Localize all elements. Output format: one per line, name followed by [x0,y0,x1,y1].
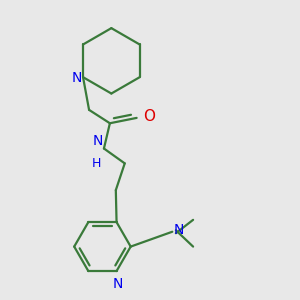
Text: N: N [71,71,82,85]
Text: H: H [92,157,101,170]
Text: N: N [174,223,184,237]
Text: N: N [113,277,123,291]
Text: N: N [93,134,103,148]
Text: O: O [143,109,155,124]
